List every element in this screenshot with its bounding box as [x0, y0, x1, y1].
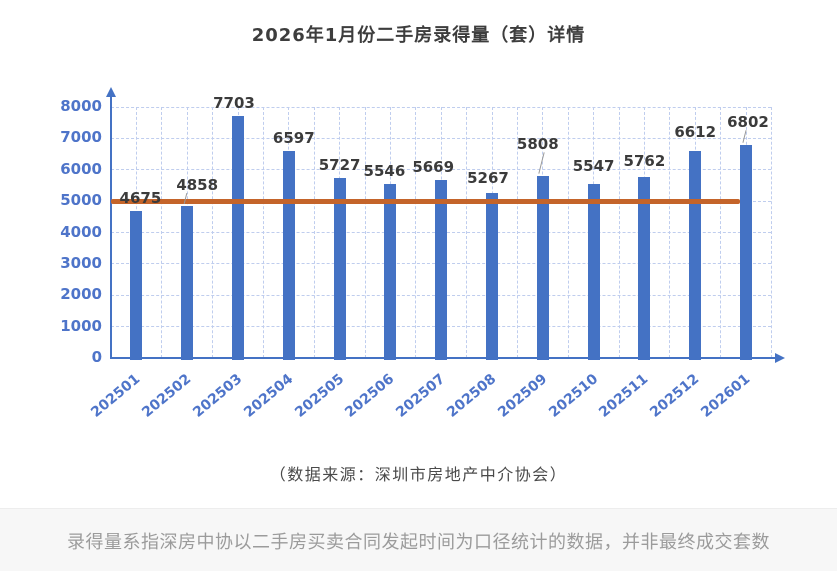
chart-title: 2026年1月份二手房录得量（套）详情: [251, 25, 586, 46]
bar-value-label: 6802: [727, 112, 769, 131]
v-gridline: [212, 107, 214, 358]
bar-chart: 0 1000 2000 3000 4000 5000 6000 7000 8000 202501 2…: [60, 87, 785, 421]
bar-value-label: 4858: [176, 175, 219, 194]
bar: [232, 116, 244, 360]
v-gridline: [161, 107, 163, 358]
v-gridline: [415, 107, 417, 358]
bar: [181, 205, 194, 360]
bar-value-label: 5762: [623, 152, 666, 171]
bar: [638, 177, 651, 360]
v-gridline: [262, 107, 264, 358]
source-caption: （数据来源：深圳市房地产中介协会）: [269, 465, 568, 484]
bar: [740, 144, 752, 360]
v-gridline: [466, 107, 468, 358]
v-gridline: [516, 107, 518, 358]
reference-line: [111, 198, 740, 204]
bar-value-label: 6612: [674, 122, 717, 141]
bar-value-label: 7703: [213, 94, 255, 113]
v-gridline: [618, 107, 620, 358]
y-axis-arrow: [105, 87, 116, 97]
v-gridline: [770, 107, 772, 358]
y-tick-label: 6000: [60, 159, 102, 178]
y-tick-label: 0: [91, 348, 102, 366]
bar: [282, 151, 295, 360]
y-tick-label: 4000: [60, 222, 102, 241]
bar: [689, 150, 702, 360]
bar: [486, 192, 498, 360]
y-tick-label: 8000: [60, 97, 102, 115]
y-tick-label: 3000: [60, 253, 102, 272]
v-gridline: [669, 107, 671, 358]
bar-value-label: 5547: [572, 156, 615, 175]
footer-note: 录得量系指深房中协以二手房买卖合同发起时间为口径统计的数据，并非最终成交套数: [0, 508, 837, 571]
bar-value-label: 5546: [363, 161, 406, 180]
y-tick-label: 5000: [60, 191, 102, 210]
v-gridline: [720, 107, 722, 358]
bar: [536, 175, 549, 360]
bar-value-label: 5669: [412, 158, 455, 177]
bar-value-label: 5267: [467, 168, 509, 187]
bar-value-label: 5808: [516, 134, 559, 153]
bar: [384, 183, 397, 360]
v-gridline: [567, 107, 569, 358]
y-axis: [109, 96, 112, 359]
bar: [130, 211, 143, 360]
y-tick-label: 2000: [60, 285, 102, 304]
bar: [435, 180, 448, 360]
bar: [333, 178, 346, 360]
bar-value-label: 5727: [318, 156, 361, 175]
y-tick-label: 1000: [60, 316, 102, 335]
bar-value-label: 4675: [119, 189, 162, 208]
bar-value-label: 6597: [272, 129, 315, 148]
v-gridline: [364, 107, 366, 358]
x-axis-arrow: [775, 352, 785, 363]
bar: [587, 183, 600, 360]
v-gridline: [313, 107, 315, 358]
label-leader-line: [538, 151, 545, 174]
y-tick-label: 7000: [60, 128, 102, 147]
